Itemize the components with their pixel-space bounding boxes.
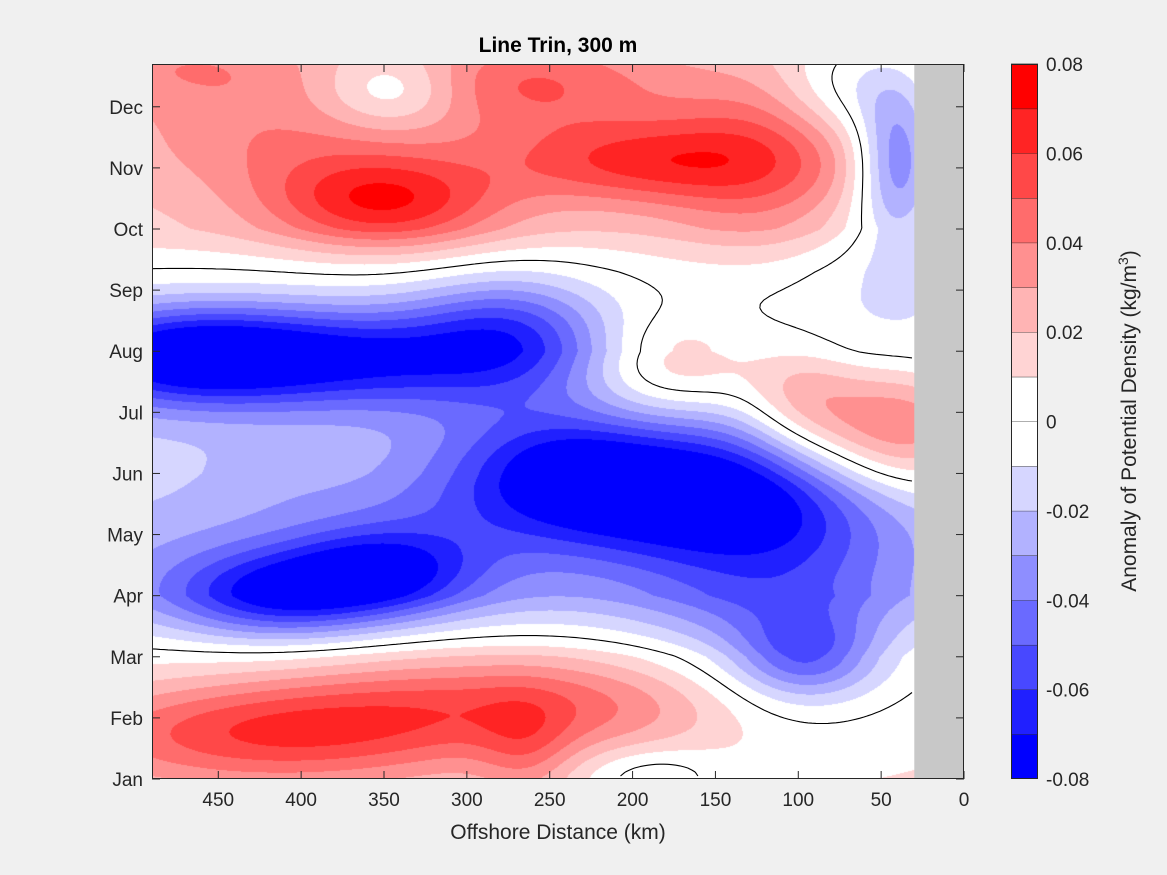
colorbar-swatch — [1011, 153, 1038, 199]
colorbar-swatch — [1011, 510, 1038, 556]
x-tick-label: 50 — [871, 790, 892, 811]
plot-area — [152, 64, 964, 779]
y-tick-label: Dec — [109, 98, 143, 119]
y-tick-label: Mar — [110, 648, 143, 669]
colorbar-tick-label: -0.04 — [1046, 591, 1090, 612]
zero-contour-lines — [152, 64, 913, 777]
colorbar-swatch — [1011, 64, 1038, 109]
colorbar-label-text: Anomaly of Potential Density (kg/m — [1118, 265, 1141, 592]
x-tick-label: 100 — [782, 790, 814, 811]
colorbar-frame — [1011, 64, 1038, 779]
colorbar-tick-label: 0 — [1046, 413, 1057, 434]
x-tick-label: 450 — [202, 790, 234, 811]
colorbar-tick-label: -0.02 — [1046, 502, 1089, 523]
y-tick-label: Apr — [113, 587, 143, 608]
x-tick-label: 300 — [451, 790, 483, 811]
y-tick-label: Jun — [112, 464, 143, 485]
colorbar-swatch — [1011, 644, 1038, 690]
colorbar-tick-label: -0.06 — [1046, 681, 1089, 702]
colorbar-swatch — [1011, 466, 1038, 511]
zero-contour-path — [152, 64, 913, 777]
colorbar-swatch — [1011, 600, 1038, 645]
y-tick-label: May — [107, 526, 143, 547]
colorbar-swatch — [1011, 108, 1038, 154]
colorbar-label: Anomaly of Potential Density (kg/m3) — [1115, 250, 1141, 592]
y-tick-label: Jul — [119, 403, 143, 424]
colorbar-swatch — [1011, 198, 1038, 243]
x-axis-label: Offshore Distance (km) — [450, 821, 666, 844]
colorbar-swatch — [1011, 689, 1038, 735]
colorbar-swatch — [1011, 332, 1038, 377]
colorbar-swatch — [1011, 421, 1038, 467]
x-tick-label: 400 — [285, 790, 317, 811]
colorbar-tick-label: 0.02 — [1046, 323, 1083, 344]
colorbar: -0.08 -0.06 -0.04 -0.02 0 0.02 0.04 0.06 0.08 — [1011, 55, 1090, 791]
colorbar-tick-label: -0.08 — [1046, 770, 1089, 791]
colorbar-label-superscript: 3 — [1115, 257, 1131, 265]
x-tick-label: 350 — [368, 790, 400, 811]
colorbar-swatch — [1011, 287, 1038, 333]
y-tick-label: Jan — [112, 770, 143, 791]
density-anomaly-field — [152, 64, 964, 779]
colorbar-tick-label: 0.08 — [1046, 55, 1083, 76]
colorbar-swatch — [1011, 242, 1038, 288]
colorbar-swatch — [1011, 555, 1038, 601]
y-tick-label: Oct — [113, 220, 143, 241]
colorbar-tick-label: 0.06 — [1046, 144, 1083, 165]
x-axis-ticks: 450 400 350 300 250 200 150 100 50 0 — [202, 64, 969, 811]
y-tick-label: Aug — [109, 342, 143, 363]
y-tick-label: Sep — [109, 281, 143, 302]
colorbar-tick-label: 0.04 — [1046, 234, 1083, 255]
colorbar-label-suffix: ) — [1118, 250, 1141, 257]
plot-frame — [152, 64, 964, 779]
colorbar-swatch — [1011, 376, 1038, 422]
x-tick-label: 0 — [959, 790, 970, 811]
y-axis-ticks: Jan Feb Mar Apr May Jun Jul Aug Sep Oct Nov Dec — [107, 98, 964, 791]
x-tick-label: 150 — [700, 790, 732, 811]
y-tick-label: Feb — [110, 709, 143, 730]
colorbar-swatch — [1011, 734, 1038, 779]
x-tick-label: 250 — [534, 790, 566, 811]
no-data-region — [914, 64, 964, 779]
y-tick-label: Nov — [109, 159, 143, 180]
chart-title: Line Trin, 300 m — [479, 34, 638, 57]
x-tick-label: 200 — [617, 790, 649, 811]
